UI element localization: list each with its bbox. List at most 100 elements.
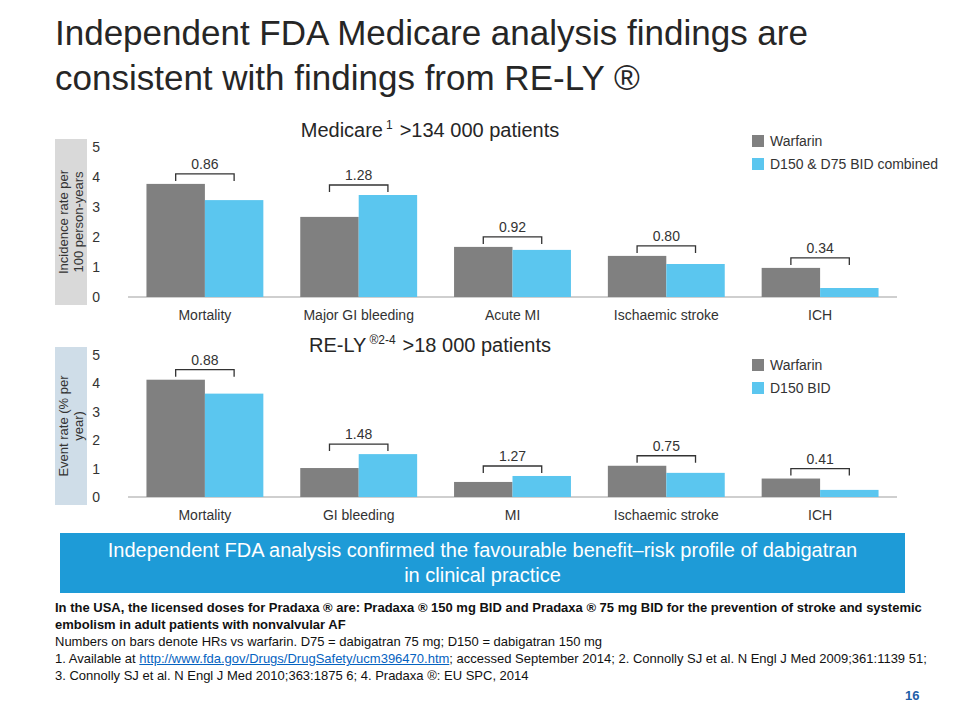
chart-heading: Medicare1 >134 000 patients (301, 118, 560, 141)
y-tick-label: 4 (92, 169, 100, 185)
hr-bracket (176, 174, 234, 181)
bar (820, 490, 878, 497)
hr-label: 1.48 (345, 426, 372, 442)
hr-bracket (637, 456, 695, 463)
title-line: consistent with findings from RE-LY ® (55, 55, 808, 100)
y-axis-label-line: year) (71, 411, 86, 441)
bar (762, 268, 820, 297)
page-number: 16 (905, 688, 919, 703)
hr-label: 1.28 (345, 167, 372, 183)
legend: Warfarin D150 BID (752, 357, 831, 396)
bar (608, 466, 666, 497)
ylabel-panel (55, 347, 87, 505)
bar (359, 454, 417, 497)
bar (205, 394, 263, 497)
chart-title-superscript: 1 (386, 118, 393, 132)
y-axis-label-line: Incidence rate per (56, 169, 71, 274)
hr-label: 0.41 (806, 451, 833, 467)
hr-bracket (791, 258, 849, 265)
legend-swatch (752, 382, 764, 394)
category-label: GI bleeding (323, 507, 395, 523)
legend-label: Warfarin (770, 357, 822, 373)
y-axis-label-line: Event rate (% per (56, 375, 71, 477)
hr-bracket (791, 469, 849, 476)
bars (146, 380, 878, 497)
legend-label: D150 BID (770, 380, 831, 396)
chart: Incidence rate per100 person-years 0 1 2 3 4 5… (55, 118, 938, 323)
bar (820, 288, 878, 297)
hr-bracket (176, 370, 234, 377)
hr-label: 0.86 (191, 156, 218, 172)
legend-swatch (752, 135, 764, 147)
footnotes: In the USA, the licensed doses for Prada… (55, 599, 935, 684)
y-tick-label: 0 (92, 489, 100, 505)
legend-swatch (752, 158, 764, 170)
bar (454, 247, 512, 297)
hr-label: 0.92 (499, 219, 526, 235)
category-label: ICH (808, 307, 832, 323)
title-line: Independent FDA Medicare analysis findin… (55, 10, 808, 55)
category-label: Acute MI (485, 307, 540, 323)
bar (666, 264, 724, 297)
category-label: Mortality (178, 507, 231, 523)
bar (762, 479, 820, 497)
bar (359, 195, 417, 297)
y-tick-label: 1 (92, 259, 100, 275)
bar (300, 468, 358, 497)
reference-link[interactable]: http://www.fda.gov/Drugs/DrugSafety/ucm3… (139, 651, 449, 666)
footnote-references: 1. Available at http://www.fda.gov/Drugs… (55, 650, 935, 684)
bar (300, 217, 358, 297)
bar (513, 250, 571, 297)
y-axis-label-line: 100 person-years (71, 171, 86, 273)
chart-heading: RE-LY®2-4 >18 000 patients (309, 333, 551, 356)
hr-label: 0.75 (653, 438, 680, 454)
y-tick-label: 5 (92, 347, 100, 363)
bar (608, 256, 666, 297)
bar (666, 473, 724, 497)
hr-bracket (329, 185, 387, 192)
hr-bracket (483, 237, 541, 244)
bars (146, 184, 878, 297)
hr-label: 0.88 (191, 352, 218, 368)
y-tick-label: 2 (92, 229, 100, 245)
chart-title: RE-LY (309, 334, 366, 356)
footnote-note: In the USA, the licensed doses for Prada… (55, 599, 935, 633)
y-tick-label: 0 (92, 289, 100, 305)
y-axis-label: Incidence rate per100 person-years (56, 169, 86, 274)
category-label: Mortality (178, 307, 231, 323)
hr-label: 0.34 (806, 240, 833, 256)
hr-bracket (637, 246, 695, 253)
slide-title: Independent FDA Medicare analysis findin… (55, 10, 808, 100)
hr-bracket (329, 444, 387, 451)
ylabel-panel (55, 139, 87, 305)
footnote-abbreviations: Numbers on bars denote HRs vs warfarin. … (55, 633, 935, 650)
bar (146, 184, 204, 297)
bar (146, 380, 204, 497)
chart-subtitle: >18 000 patients (403, 334, 551, 356)
hr-label: 0.80 (653, 228, 680, 244)
chart-subtitle: >134 000 patients (400, 119, 560, 141)
bar (205, 200, 263, 297)
y-tick-label: 4 (92, 375, 100, 391)
reference-text: 1. Available at (55, 651, 139, 666)
category-label: Ischaemic stroke (614, 507, 719, 523)
chart-title: Medicare (301, 119, 383, 141)
y-tick-label: 5 (92, 139, 100, 155)
legend-label: Warfarin (770, 133, 822, 149)
hr-label: 1.27 (499, 448, 526, 464)
hr-bracket (483, 466, 541, 473)
chart-title-superscript: ®2-4 (369, 333, 396, 347)
category-label: ICH (808, 507, 832, 523)
legend: Warfarin D150 & D75 BID combined (752, 133, 938, 172)
category-label: MI (505, 507, 521, 523)
y-axis-label: Event rate (% peryear) (56, 375, 86, 477)
category-label: Ischaemic stroke (614, 307, 719, 323)
y-tick-label: 3 (92, 199, 100, 215)
y-tick-label: 3 (92, 404, 100, 420)
slide: { "title": ["Independent FDA Medicare an… (0, 0, 960, 716)
category-label: Major GI bleeding (303, 307, 414, 323)
legend-swatch (752, 359, 764, 371)
legend-label: D150 & D75 BID combined (770, 156, 938, 172)
y-tick-label: 2 (92, 432, 100, 448)
y-tick-label: 1 (92, 461, 100, 477)
